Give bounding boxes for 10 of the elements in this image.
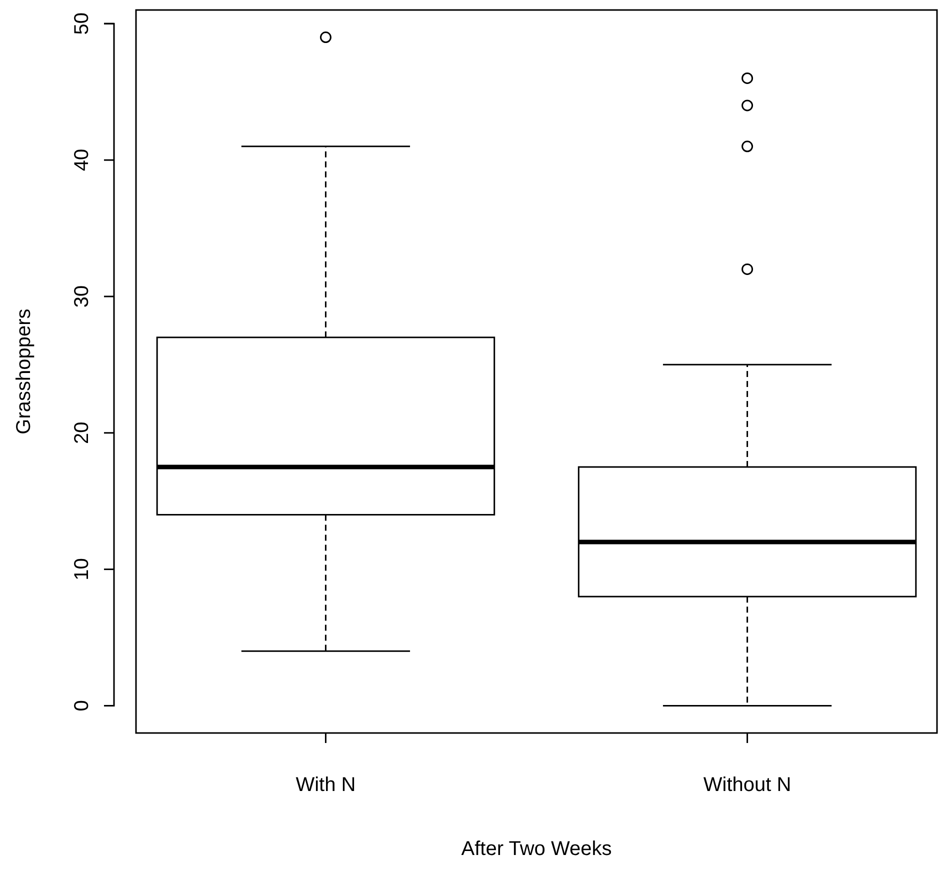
- y-tick-label: 30: [71, 285, 93, 308]
- y-tick-label: 10: [71, 558, 93, 580]
- x-axis-title: After Two Weeks: [461, 838, 612, 860]
- y-tick-label: 50: [71, 12, 93, 35]
- x-tick-label: With N: [296, 774, 356, 796]
- x-tick-label: Without N: [703, 774, 792, 796]
- y-tick-label: 20: [71, 422, 93, 444]
- y-tick-label: 40: [71, 148, 93, 172]
- y-axis-title: Grasshoppers: [13, 308, 35, 434]
- y-tick-label: 0: [71, 700, 93, 712]
